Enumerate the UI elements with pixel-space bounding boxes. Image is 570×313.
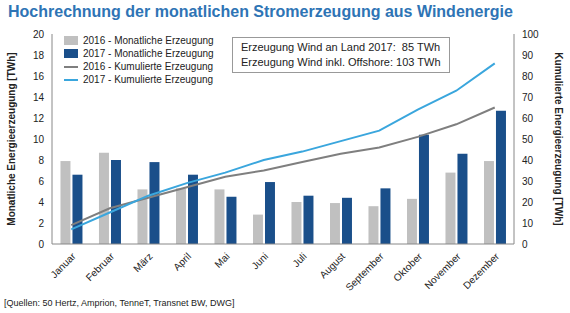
- html-text:[Quellen: 50 Hertz, Amprion, T: [Quellen: 50 Hertz, Amprion, TenneT, Tra…: [4, 298, 235, 308]
- svg-text:Oktober: Oktober: [391, 250, 424, 283]
- svg-text:20: 20: [522, 197, 534, 208]
- svg-text:0: 0: [38, 239, 44, 250]
- svg-text:August: August: [317, 251, 347, 281]
- html-text:2016 - Monatliche Erzeugung: 2016 - Monatliche Erzeugung: [83, 35, 214, 46]
- svg-text:40: 40: [522, 155, 534, 166]
- html-text:Hochrechnung der monatlichen S: Hochrechnung der monatlichen Stromerzeug…: [8, 3, 513, 20]
- html-text:2017 - Monatliche Erzeugung: 2017 - Monatliche Erzeugung: [83, 48, 214, 59]
- svg-text:30: 30: [522, 176, 534, 187]
- svg-text:8: 8: [38, 155, 44, 166]
- svg-text:Dezember: Dezember: [461, 250, 502, 291]
- svg-text:90: 90: [522, 50, 534, 61]
- svg-text:14: 14: [33, 92, 45, 103]
- svg-text:80: 80: [522, 71, 534, 82]
- svg-text:Juli: Juli: [290, 251, 308, 269]
- svg-text:Juni: Juni: [249, 251, 270, 272]
- html-text:Erzeugung Wind an Land 2017: 8: Erzeugung Wind an Land 2017: 85 TWh: [241, 41, 441, 53]
- svg-text:Monatliche Energieerzeugung [T: Monatliche Energieerzeugung [TWh]: [8, 52, 17, 225]
- svg-text:März: März: [131, 251, 155, 275]
- svg-text:2: 2: [38, 218, 44, 229]
- svg-text:18: 18: [33, 50, 45, 61]
- svg-text:September: September: [343, 250, 386, 293]
- svg-text:50: 50: [522, 134, 534, 145]
- svg-text:0: 0: [522, 239, 528, 250]
- svg-text:16: 16: [33, 71, 45, 82]
- svg-text:April: April: [171, 251, 193, 273]
- svg-text:Februar: Februar: [84, 250, 117, 283]
- svg-text:100: 100: [522, 29, 539, 40]
- svg-text:10: 10: [33, 134, 45, 145]
- svg-text:70: 70: [522, 92, 534, 103]
- svg-text:Mai: Mai: [213, 251, 232, 270]
- html-text:2016 - Kumulierte Erzeugung: 2016 - Kumulierte Erzeugung: [83, 61, 214, 72]
- html-text:2017 - Kumulierte Erzeugung: 2017 - Kumulierte Erzeugung: [83, 74, 214, 85]
- svg-text:20: 20: [33, 29, 45, 40]
- svg-text:Januar: Januar: [48, 250, 78, 280]
- svg-text:60: 60: [522, 113, 534, 124]
- svg-text:12: 12: [33, 113, 45, 124]
- svg-text:Kumulierte Energieerzeugung [T: Kumulierte Energieerzeugung [TWh]: [553, 52, 562, 225]
- svg-text:November: November: [422, 250, 463, 291]
- svg-text:4: 4: [38, 197, 44, 208]
- svg-text:6: 6: [38, 176, 44, 187]
- html-text:Erzeugung Wind inkl. Offshore:: Erzeugung Wind inkl. Offshore: 103 TWh: [241, 56, 441, 68]
- svg-text:10: 10: [522, 218, 534, 229]
